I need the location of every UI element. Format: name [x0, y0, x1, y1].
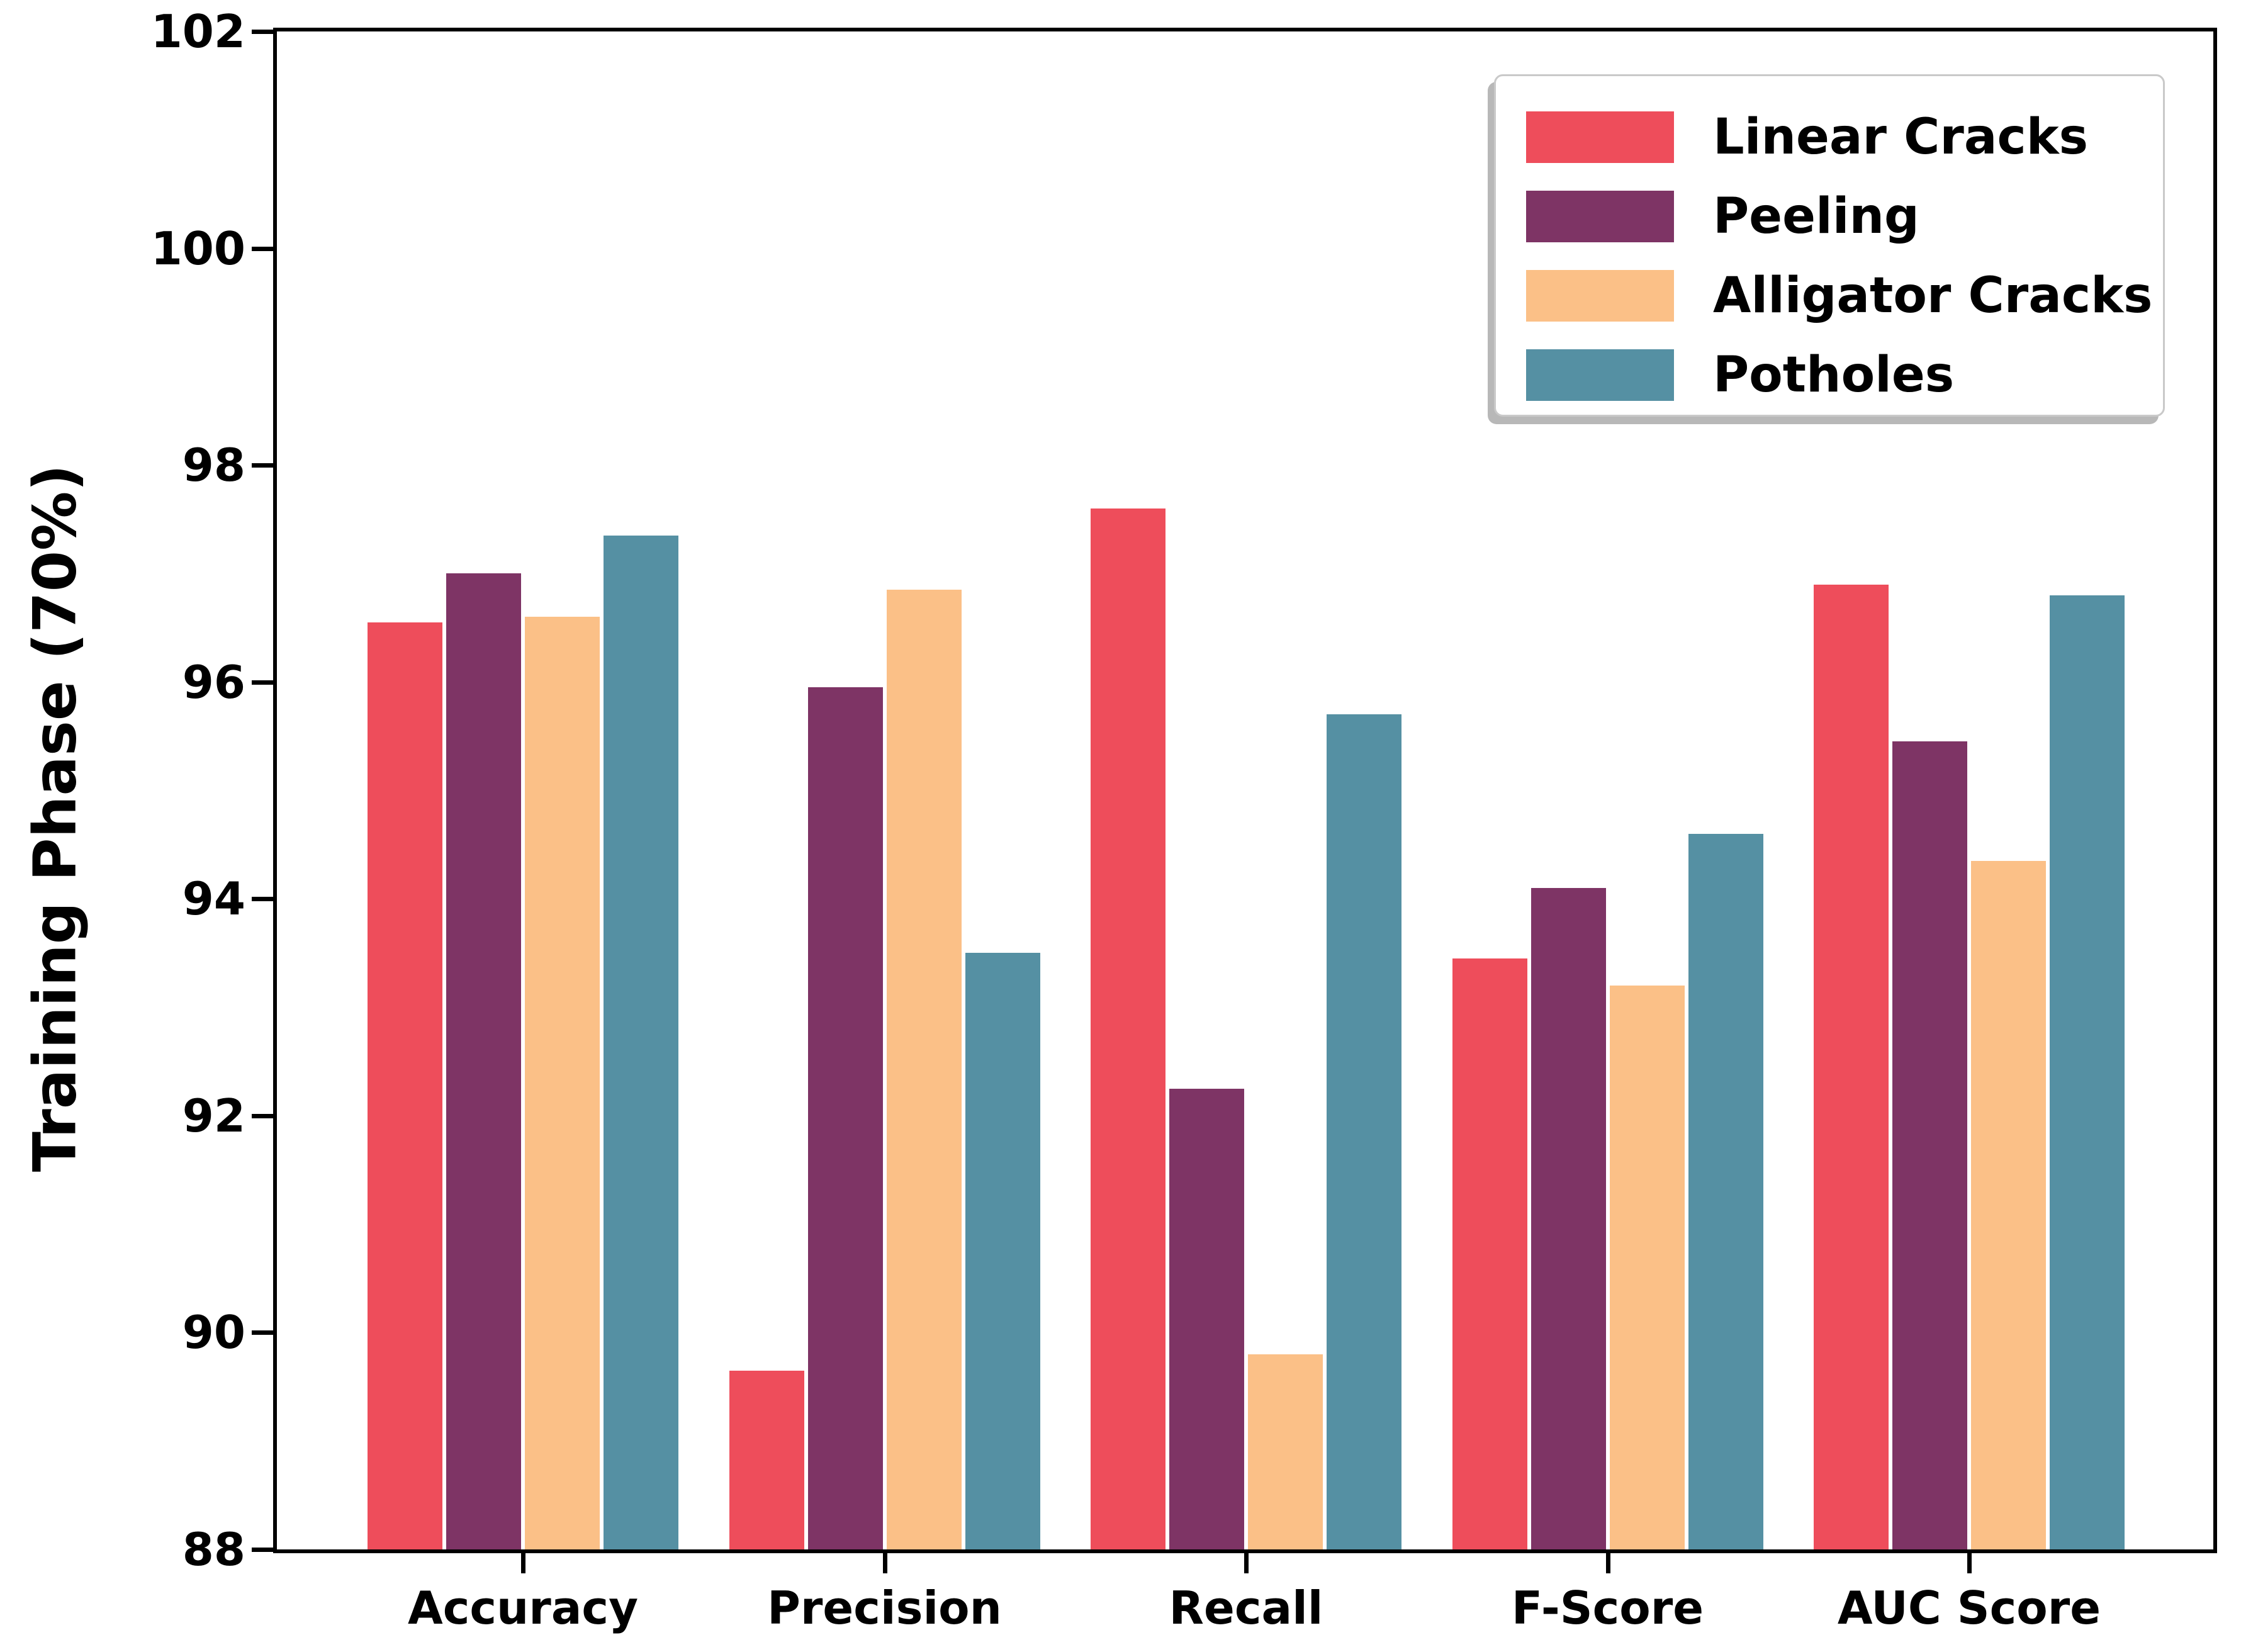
bar-linear-cracks — [1814, 584, 1889, 1549]
y-tick-label: 100 — [150, 222, 245, 275]
x-tick-label: Precision — [767, 1582, 1002, 1634]
legend-entry: Linear Cracks — [1526, 98, 2144, 177]
y-tick-mark — [252, 463, 273, 468]
x-tick-label: AUC Score — [1837, 1582, 2101, 1634]
bar-potholes — [965, 953, 1040, 1549]
legend-swatch-icon — [1526, 270, 1674, 322]
left-spine — [273, 28, 277, 1553]
y-tick-mark — [252, 1330, 273, 1335]
right-spine — [2213, 28, 2217, 1553]
y-tick-mark — [252, 30, 273, 34]
legend-label: Peeling — [1713, 188, 1919, 245]
legend-label: Linear Cracks — [1713, 109, 2089, 166]
x-tick-mark — [882, 1553, 887, 1573]
bar-peeling — [446, 573, 521, 1549]
x-tick-label: Recall — [1169, 1582, 1323, 1634]
y-tick-label: 92 — [182, 1089, 245, 1142]
bar-peeling — [1892, 741, 1967, 1549]
bar-potholes — [1688, 833, 1763, 1549]
x-tick-label: Accuracy — [407, 1582, 639, 1634]
bar-peeling — [1531, 888, 1606, 1549]
bar-peeling — [807, 687, 883, 1549]
legend-swatch-icon — [1526, 349, 1674, 401]
y-tick-mark — [252, 1113, 273, 1118]
bar-potholes — [2050, 595, 2125, 1549]
y-tick-label: 94 — [182, 872, 245, 926]
legend-entry: Alligator Cracks — [1526, 256, 2152, 335]
y-tick-label: 90 — [182, 1306, 245, 1359]
y-tick-label: 88 — [182, 1523, 245, 1576]
legend-swatch-icon — [1526, 191, 1674, 242]
y-tick-mark — [252, 1548, 273, 1552]
bar-alligator-cracks — [1971, 860, 2046, 1549]
y-tick-mark — [252, 246, 273, 251]
top-spine — [273, 28, 2217, 31]
x-tick-mark — [1244, 1553, 1249, 1573]
bar-alligator-cracks — [886, 590, 962, 1549]
bar-linear-cracks — [729, 1370, 804, 1549]
y-axis-label: Training Phase (70%) — [21, 464, 90, 1172]
bar-alligator-cracks — [525, 617, 600, 1549]
bar-potholes — [1327, 714, 1401, 1549]
legend-box: Linear Cracks Peeling Alligator Cracks Poth… — [1494, 74, 2165, 417]
bar-linear-cracks — [1452, 958, 1527, 1549]
legend-label: Alligator Cracks — [1713, 267, 2153, 324]
legend-entry: Potholes — [1526, 335, 2144, 415]
bar-potholes — [604, 536, 678, 1549]
bar-linear-cracks — [1091, 509, 1165, 1549]
legend-label: Potholes — [1713, 347, 1955, 403]
bar-alligator-cracks — [1248, 1354, 1323, 1549]
y-tick-label: 98 — [182, 439, 245, 492]
legend-entry: Peeling — [1526, 177, 2144, 256]
x-tick-label: F-Score — [1511, 1582, 1704, 1634]
y-tick-mark — [252, 680, 273, 685]
y-tick-mark — [252, 897, 273, 902]
bar-linear-cracks — [368, 622, 442, 1549]
y-tick-label: 102 — [150, 5, 245, 58]
bottom-spine — [273, 1549, 2217, 1553]
x-tick-mark — [521, 1553, 525, 1573]
bar-peeling — [1169, 1088, 1244, 1549]
bar-alligator-cracks — [1609, 986, 1685, 1549]
y-tick-label: 96 — [182, 655, 245, 709]
x-tick-mark — [1605, 1553, 1610, 1573]
x-tick-mark — [1967, 1553, 1972, 1573]
legend-swatch-icon — [1526, 111, 1674, 163]
